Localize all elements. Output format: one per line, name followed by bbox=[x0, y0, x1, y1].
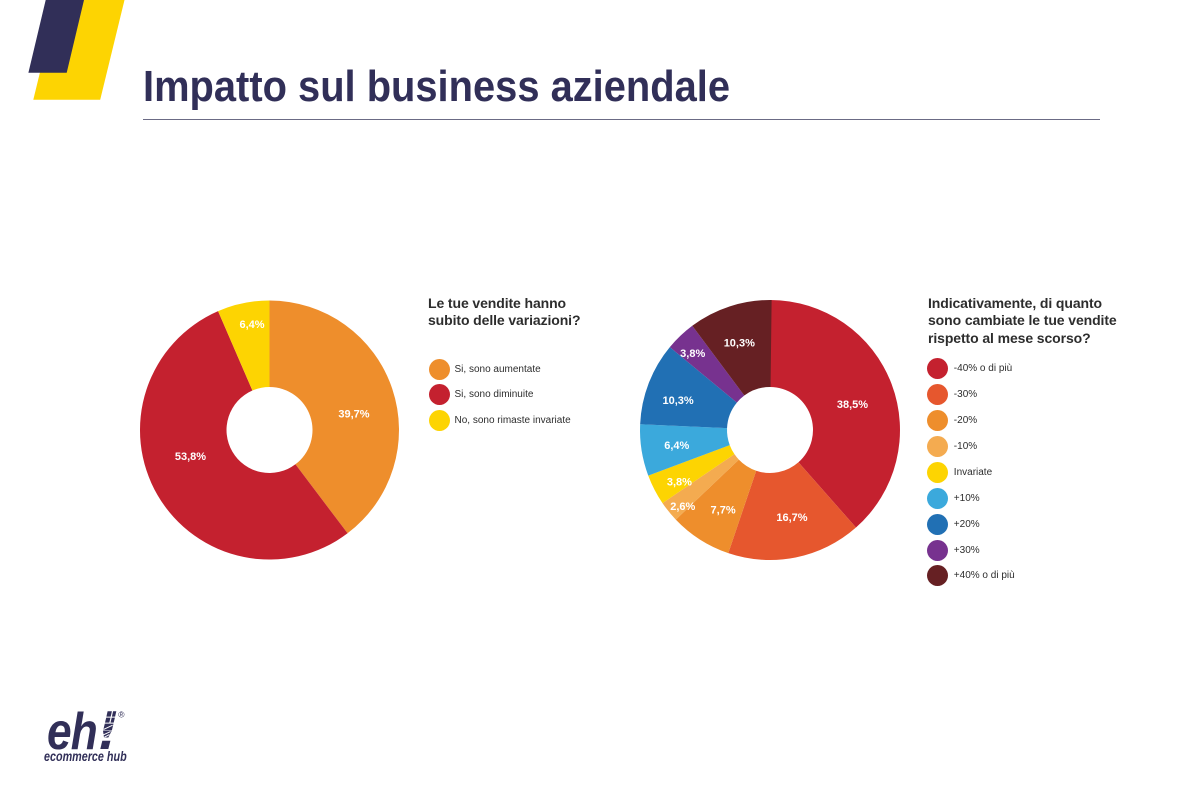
svg-text:3,8%: 3,8% bbox=[667, 476, 692, 488]
svg-text:16,7%: 16,7% bbox=[776, 512, 807, 524]
svg-text:7,7%: 7,7% bbox=[711, 505, 736, 517]
svg-text:6,4%: 6,4% bbox=[664, 440, 689, 452]
svg-text:®: ® bbox=[118, 710, 125, 720]
svg-text:53,8%: 53,8% bbox=[175, 451, 206, 463]
svg-text:10,3%: 10,3% bbox=[662, 395, 693, 407]
svg-text:2,6%: 2,6% bbox=[670, 501, 695, 513]
svg-text:10,3%: 10,3% bbox=[724, 338, 755, 350]
svg-text:6,4%: 6,4% bbox=[239, 319, 264, 331]
svg-text:39,7%: 39,7% bbox=[338, 409, 369, 421]
svg-text:38,5%: 38,5% bbox=[837, 399, 868, 411]
svg-text:3,8%: 3,8% bbox=[680, 348, 705, 360]
